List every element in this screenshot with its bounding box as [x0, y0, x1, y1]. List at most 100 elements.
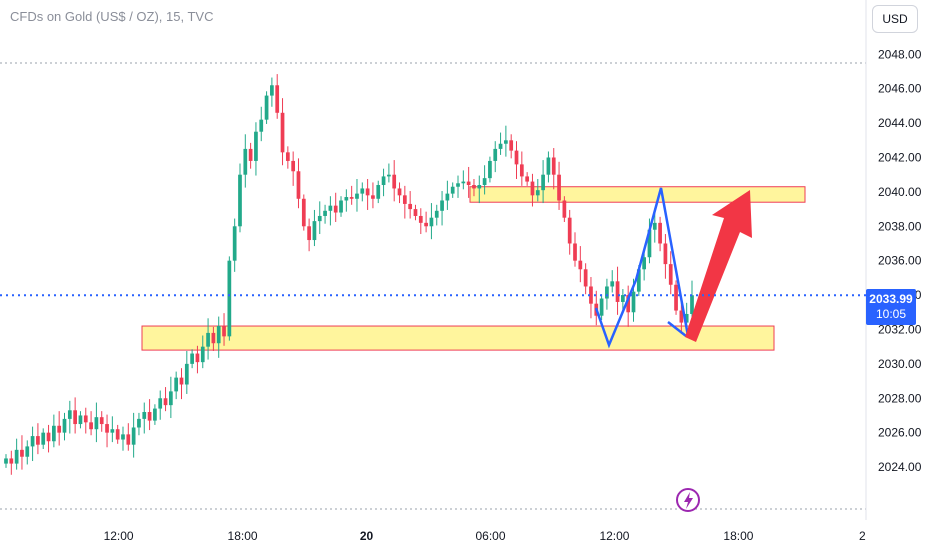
time-axis: 12:00 18:00 20 06:00 12:00 18:00 2 — [104, 529, 866, 543]
candle-body — [663, 243, 668, 265]
candle-body — [418, 215, 423, 223]
price-tick-label: 2040.00 — [878, 185, 922, 199]
candle-body — [652, 222, 657, 230]
candle-body — [589, 286, 593, 304]
candle-body — [78, 415, 83, 425]
candle-body — [621, 295, 625, 302]
currency-button[interactable]: USD — [872, 5, 918, 33]
candle-body — [615, 281, 620, 302]
candle-body — [365, 188, 370, 196]
candle-body — [557, 174, 561, 201]
candle-body — [355, 193, 359, 199]
candle-body — [482, 178, 487, 186]
candle-body — [206, 332, 210, 347]
price-tick-label: 2028.00 — [878, 391, 922, 405]
candle-body — [626, 295, 631, 313]
candle-body — [312, 221, 317, 241]
candle-body — [514, 150, 519, 165]
candle-body — [567, 217, 572, 244]
time-tick-label: 12:00 — [104, 529, 134, 543]
chart-title: CFDs on Gold (US$ / OZ), 15, TVC — [10, 9, 214, 24]
candle-body — [642, 257, 647, 270]
resistance-zone — [469, 186, 806, 203]
candle-body — [264, 95, 269, 120]
candle-body — [658, 222, 662, 244]
candle-body — [254, 131, 258, 161]
time-tick-label: 18:00 — [723, 529, 753, 543]
candle-body — [4, 458, 8, 464]
candle-body — [498, 143, 503, 149]
candle-body — [62, 418, 67, 433]
candle-body — [535, 190, 540, 196]
candle-body — [30, 436, 35, 447]
candle-body — [248, 148, 253, 161]
candlestick-series — [4, 74, 694, 475]
candle-body — [36, 436, 40, 445]
candle-body — [232, 226, 237, 261]
candle-body — [291, 160, 296, 172]
candle-body — [562, 200, 567, 218]
candle-body — [610, 281, 615, 287]
price-tick-label: 2032.00 — [878, 322, 922, 336]
candle-body — [57, 425, 62, 433]
candle-body — [472, 185, 476, 189]
candle-body — [530, 181, 535, 196]
candle-body — [9, 458, 14, 464]
price-tick-label: 2036.00 — [878, 254, 922, 268]
double-bottom-pattern — [594, 187, 690, 349]
candle-body — [546, 157, 551, 175]
candle-body — [392, 174, 397, 189]
candle-body — [509, 140, 514, 151]
candle-body — [168, 391, 173, 406]
candle-body — [636, 269, 641, 292]
candle-body — [605, 286, 609, 299]
candle-body — [41, 432, 46, 445]
candle-body — [541, 174, 545, 191]
candle-body — [578, 260, 583, 270]
candle-body — [573, 243, 577, 261]
candle-body — [461, 181, 466, 184]
price-tick-label: 2046.00 — [878, 82, 922, 96]
candle-body — [504, 140, 508, 144]
candle-body — [551, 157, 556, 175]
price-axis: 2024.002026.002028.002030.002032.002034.… — [878, 47, 922, 474]
candle-body — [333, 205, 338, 213]
candle-body — [94, 417, 99, 430]
candle-body — [371, 195, 375, 199]
candle-body — [445, 193, 450, 201]
last-price-value: 2033.99 — [869, 292, 913, 306]
candle-body — [424, 222, 428, 227]
lightning-icon[interactable] — [676, 488, 700, 512]
candle-body — [323, 210, 327, 216]
candle-body — [89, 422, 93, 430]
candle-body — [456, 183, 460, 187]
candle-body — [190, 353, 194, 364]
candle-body — [179, 377, 184, 385]
candle-body — [599, 298, 604, 316]
candle-body — [110, 429, 115, 433]
candle-body — [200, 346, 205, 363]
candle-body — [440, 200, 444, 211]
candle-body — [397, 188, 402, 196]
candle-body — [402, 195, 407, 204]
candle-body — [216, 326, 221, 344]
price-tick-label: 2030.00 — [878, 357, 922, 371]
candle-body — [51, 425, 56, 442]
candle-body — [477, 185, 482, 189]
candle-body — [195, 353, 200, 363]
candle-body — [174, 377, 179, 392]
candle-body — [211, 332, 216, 344]
candle-body — [275, 85, 280, 113]
price-tick-label: 2048.00 — [878, 47, 922, 61]
candle-body — [115, 429, 120, 440]
candle-body — [679, 310, 684, 323]
support-zone — [141, 325, 775, 351]
price-tick-label: 2042.00 — [878, 151, 922, 165]
candle-body — [408, 203, 413, 210]
candle-body — [583, 269, 588, 287]
candle-body — [243, 148, 248, 175]
candle-body — [434, 210, 439, 218]
candle-body — [238, 174, 242, 227]
price-tick-label: 2044.00 — [878, 116, 922, 130]
